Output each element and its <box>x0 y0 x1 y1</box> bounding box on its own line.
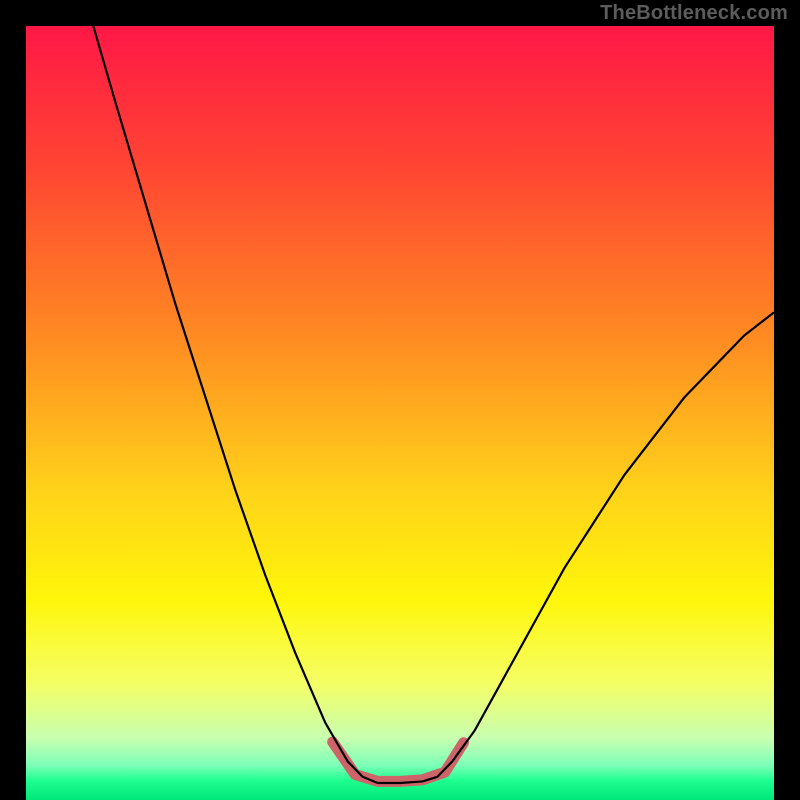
frame-right <box>774 0 800 800</box>
chart-stage: TheBottleneck.com <box>0 0 800 800</box>
gradient-background <box>26 26 774 800</box>
frame-left <box>0 0 26 800</box>
watermark-text: TheBottleneck.com <box>600 2 788 25</box>
bottleneck-plot <box>26 26 774 800</box>
